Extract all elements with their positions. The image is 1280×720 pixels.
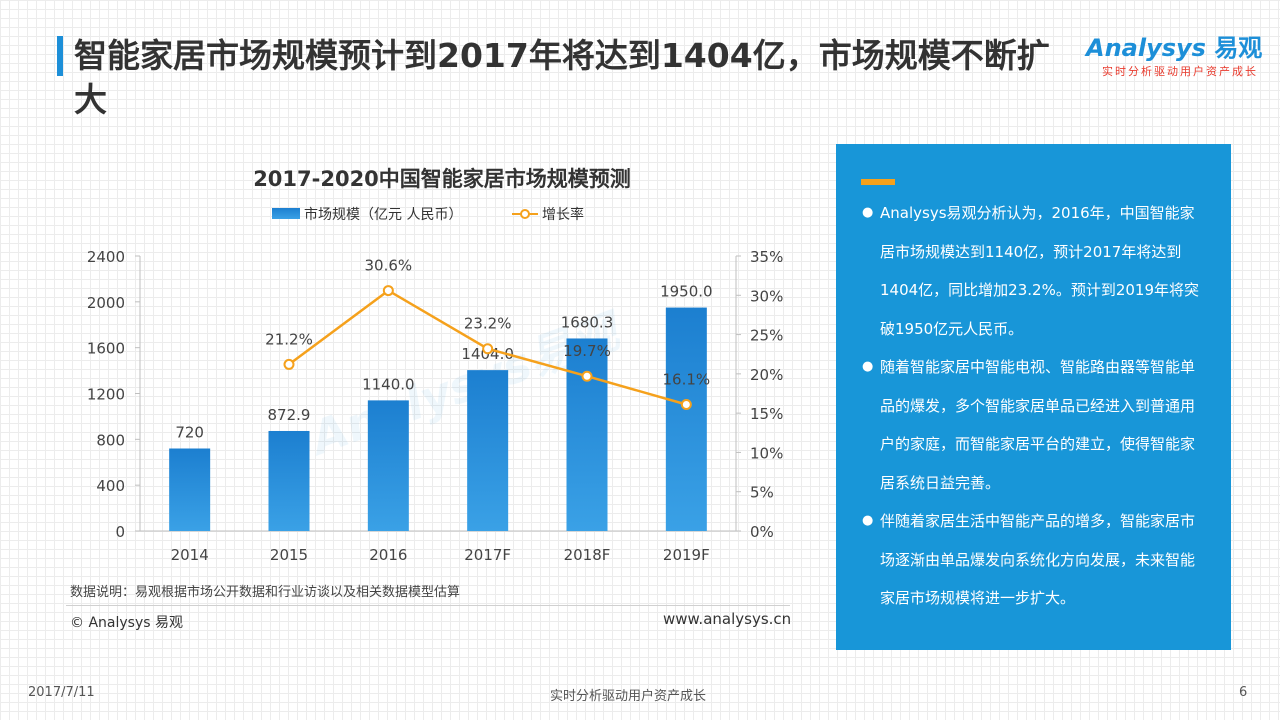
growth-rate-point [581, 370, 593, 382]
x-tick-label: 2014 [171, 546, 209, 564]
bar-market-size [566, 338, 608, 531]
copyright: © Analysys 易观 [70, 615, 183, 631]
insight-panel: ● Analysys易观分析认为，2016年，中国智能家居市场规模达到1140亿，… [836, 144, 1231, 650]
bar-market-size [169, 448, 211, 531]
y-right-tick-label: 10% [750, 444, 783, 462]
bar-market-size [268, 430, 310, 531]
y-left-tick-label: 2000 [87, 294, 125, 312]
x-tick-label: 2017F [464, 546, 511, 564]
x-tick-label: 2018F [564, 546, 611, 564]
insight-bullet: ● 伴随着家居生活中智能产品的增多，智能家居市场逐渐由单品爆发向系统化方向发展，未… [862, 512, 1196, 607]
growth-rate-point [382, 285, 394, 297]
growth-rate-label: 16.1% [663, 371, 711, 389]
legend-bar-swatch [272, 208, 300, 219]
growth-rate-label: 21.2% [265, 330, 313, 348]
analysys-logo: Analysys 易观 实时分析驱动用户资产成长 [1086, 28, 1262, 78]
logo-tagline: 实时分析驱动用户资产成长 [1102, 65, 1258, 78]
footer-date: 2017/7/11 [28, 685, 95, 700]
bar-value-label: 1680.3 [561, 313, 614, 331]
insight-bullet: ● 随着智能家居中智能电视、智能路由器等智能单品的爆发，多个智能家居单品已经进入到… [862, 358, 1196, 492]
y-right-tick-label: 0% [750, 523, 774, 541]
y-left-tick-label: 400 [96, 477, 125, 495]
logo-name-cn: 易观 [1214, 34, 1263, 62]
legend-line-marker [520, 209, 530, 219]
source-note: 数据说明：易观根据市场公开数据和行业访谈以及相关数据模型估算 [70, 585, 461, 600]
slide-title: 智能家居市场规模预计到2017年将达到1404亿，市场规模不断扩大 [74, 36, 1050, 119]
growth-rate-point [680, 399, 692, 410]
y-right-tick-label: 25% [750, 327, 783, 345]
x-tick-label: 2019F [663, 546, 710, 564]
growth-rate-point [283, 358, 295, 370]
bar-value-label: 1140.0 [362, 375, 415, 393]
legend-line-label: 增长率 [542, 206, 584, 223]
y-left-tick-label: 1600 [87, 340, 125, 358]
y-right-tick-label: 35% [750, 248, 783, 266]
growth-rate-point [482, 343, 494, 355]
x-tick-label: 2015 [270, 546, 308, 564]
y-left-tick-label: 0 [115, 523, 125, 541]
y-right-tick-label: 20% [750, 366, 783, 384]
y-left-tick-label: 2400 [87, 248, 125, 266]
bar-market-size [367, 400, 409, 531]
insight-bullet: ● Analysys易观分析认为，2016年，中国智能家居市场规模达到1140亿，… [862, 204, 1200, 338]
logo-name-en: Analysys [1086, 34, 1206, 62]
bar-market-size [467, 370, 509, 531]
growth-rate-label: 19.7% [563, 342, 611, 360]
y-left-tick-label: 1200 [87, 386, 125, 404]
growth-rate-label: 23.2% [464, 315, 512, 333]
insight-list: ● Analysys易观分析认为，2016年，中国智能家居市场规模达到1140亿，… [862, 194, 1207, 618]
x-tick-label: 2016 [369, 546, 407, 564]
bar-value-label: 872.9 [268, 406, 311, 424]
y-right-tick-label: 5% [750, 484, 774, 502]
y-right-tick-label: 15% [750, 405, 783, 423]
y-right-tick-label: 30% [750, 287, 783, 305]
bar-market-size [665, 307, 707, 531]
chart-title: 2017-2020中国智能家居市场规模预测 [253, 167, 631, 191]
bar-value-label: 1950.0 [660, 283, 713, 301]
legend-bar-label: 市场规模（亿元 人民币） [304, 206, 462, 223]
growth-rate-label: 30.6% [365, 257, 413, 275]
panel-accent-bar [861, 179, 895, 185]
page-number: 6 [1239, 685, 1248, 700]
bar-value-label: 720 [175, 424, 204, 442]
website-link[interactable]: www.analysys.cn [663, 610, 792, 628]
note-divider [66, 605, 790, 606]
y-left-tick-label: 800 [96, 431, 125, 449]
title-accent-bar [57, 36, 63, 76]
footer-tagline: 实时分析驱动用户资产成长 [550, 689, 707, 704]
